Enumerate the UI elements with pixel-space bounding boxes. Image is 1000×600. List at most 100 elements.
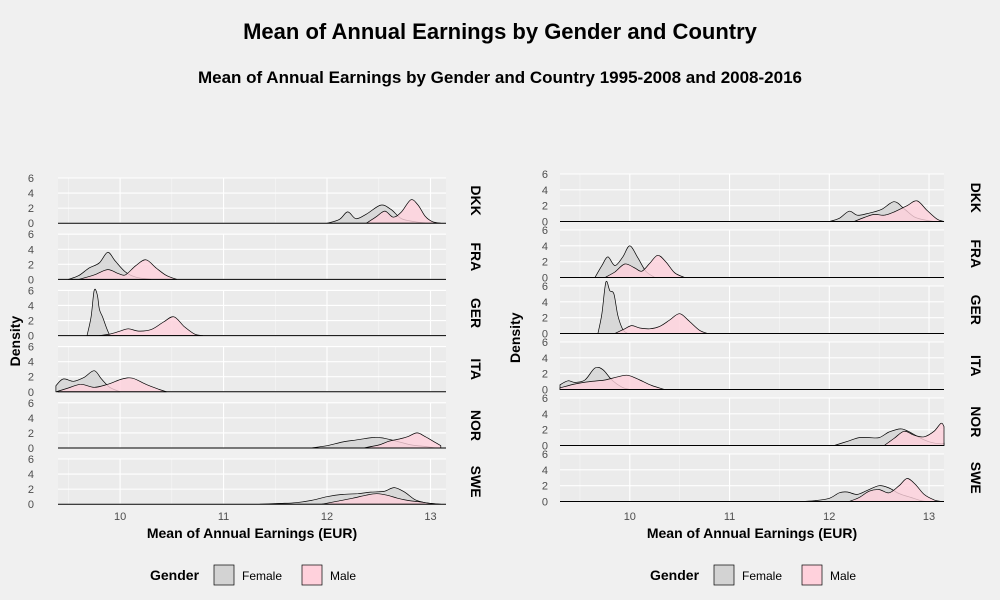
density-male-ger: [614, 313, 708, 334]
y-tick-label: 6: [28, 229, 34, 241]
y-tick-label: 0: [28, 499, 34, 511]
chart-subtitle: Mean of Annual Earnings by Gender and Co…: [198, 68, 802, 87]
density-male-dkk: [854, 200, 945, 222]
strip-label: NOR: [968, 406, 984, 437]
density-male-dkk: [365, 199, 441, 224]
x-tick-label: 11: [218, 511, 229, 523]
y-tick-label: 4: [542, 465, 548, 477]
facet-swe: 0 2 4 6 SWE: [28, 454, 484, 511]
y-tick-label: 4: [542, 185, 548, 197]
y-tick-label: 0: [28, 218, 34, 230]
y-tick-label: 2: [542, 257, 548, 269]
y-tick-label: 0: [28, 274, 34, 286]
density-male-ita: [55, 377, 167, 393]
y-tick-label: 6: [28, 285, 34, 297]
strip-label: GER: [968, 295, 984, 325]
facet-ger: 0 2 4 6 GER: [28, 285, 484, 342]
legend-title: Gender: [150, 567, 200, 583]
legend-swatch-male: [801, 564, 823, 586]
density-male-ita: [559, 374, 665, 390]
x-tick-label: 13: [923, 511, 935, 523]
facet-background: [58, 290, 446, 336]
legend-swatch-male: [301, 564, 323, 586]
y-tick-label: 6: [542, 449, 548, 461]
strip-label: FRA: [468, 242, 484, 271]
density-male-ger: [99, 316, 203, 336]
density-female-ger: [86, 288, 111, 336]
facet-nor: 0 2 4 6 NOR: [542, 393, 984, 453]
strip-label: ITA: [968, 355, 984, 377]
strip-label: FRA: [968, 239, 984, 268]
legend-swatch-female: [213, 564, 235, 586]
y-tick-label: 2: [28, 316, 34, 328]
facet-nor: 0 2 4 6 NOR: [28, 398, 484, 455]
y-tick-label: 4: [542, 297, 548, 309]
density-male-nor: [363, 432, 442, 449]
x-tick-label: 12: [321, 511, 333, 523]
y-axis-title: Density: [7, 316, 23, 367]
y-tick-label: 2: [542, 425, 548, 437]
strip-label: NOR: [468, 410, 484, 441]
y-tick-label: 6: [28, 342, 34, 354]
facet-fra: 0 2 4 6 FRA: [542, 225, 984, 285]
y-tick-label: 0: [542, 217, 548, 229]
y-tick-label: 4: [28, 413, 34, 425]
y-tick-label: 4: [542, 409, 548, 421]
y-tick-label: 4: [28, 188, 34, 200]
panels: Density 0 2 4 6 DKK 0 2 4 6 FRA 0 2 4 6 GER 0 2 4 6 ITA 0 2 4 6 N…: [7, 169, 984, 541]
facet-swe: 0 2 4 6 SWE: [542, 449, 984, 509]
facet-fra: 0 2 4 6 FRA: [28, 229, 484, 286]
density-male-fra: [78, 259, 178, 280]
y-tick-label: 4: [28, 357, 34, 369]
y-tick-label: 6: [28, 398, 34, 410]
y-tick-label: 0: [542, 385, 548, 397]
density-male-nor: [883, 422, 945, 446]
y-axis-title: Density: [507, 312, 523, 363]
y-tick-label: 0: [542, 497, 548, 509]
y-tick-label: 2: [542, 369, 548, 381]
legends: Gender Female Male Gender Female Male: [150, 564, 856, 586]
y-tick-label: 0: [542, 441, 548, 453]
y-tick-label: 6: [542, 337, 548, 349]
y-tick-label: 0: [542, 329, 548, 341]
density-male-fra: [603, 254, 685, 278]
y-tick-label: 6: [542, 225, 548, 237]
strip-label: ITA: [468, 358, 484, 380]
y-tick-label: 2: [28, 484, 34, 496]
facet-dkk: 0 2 4 6 DKK: [28, 173, 484, 230]
y-tick-label: 6: [542, 169, 548, 181]
facet-ita: 0 2 4 6 ITA: [28, 342, 484, 399]
legend-label-male: Male: [330, 569, 356, 583]
strip-label: SWE: [968, 462, 984, 494]
y-tick-label: 4: [28, 300, 34, 312]
y-tick-label: 0: [28, 387, 34, 399]
facet-ita: 0 2 4 6 ITA: [542, 337, 984, 397]
x-tick-label: 13: [424, 511, 436, 523]
y-tick-label: 4: [28, 469, 34, 481]
legend-swatch-female: [713, 564, 735, 586]
y-tick-label: 4: [542, 241, 548, 253]
y-tick-label: 6: [28, 173, 34, 185]
y-tick-label: 2: [28, 203, 34, 215]
density-male-swe: [849, 478, 942, 502]
y-tick-label: 0: [542, 273, 548, 285]
facet-background: [560, 286, 944, 334]
y-tick-label: 2: [542, 201, 548, 213]
legend-title: Gender: [650, 567, 700, 583]
facet-ger: 0 2 4 6 GER: [542, 280, 984, 341]
y-tick-label: 6: [28, 454, 34, 466]
legend: Gender Female Male: [150, 564, 356, 586]
y-tick-label: 6: [542, 393, 548, 405]
y-tick-label: 0: [28, 331, 34, 343]
y-tick-label: 2: [542, 313, 548, 325]
legend-label-male: Male: [830, 569, 856, 583]
x-tick-label: 10: [624, 511, 636, 523]
x-axis-title: Mean of Annual Earnings (EUR): [647, 525, 857, 541]
x-tick-label: 12: [823, 511, 835, 523]
x-axis-title: Mean of Annual Earnings (EUR): [147, 525, 357, 541]
y-tick-label: 4: [28, 244, 34, 256]
y-tick-label: 2: [28, 428, 34, 440]
density-male-swe: [321, 493, 441, 505]
